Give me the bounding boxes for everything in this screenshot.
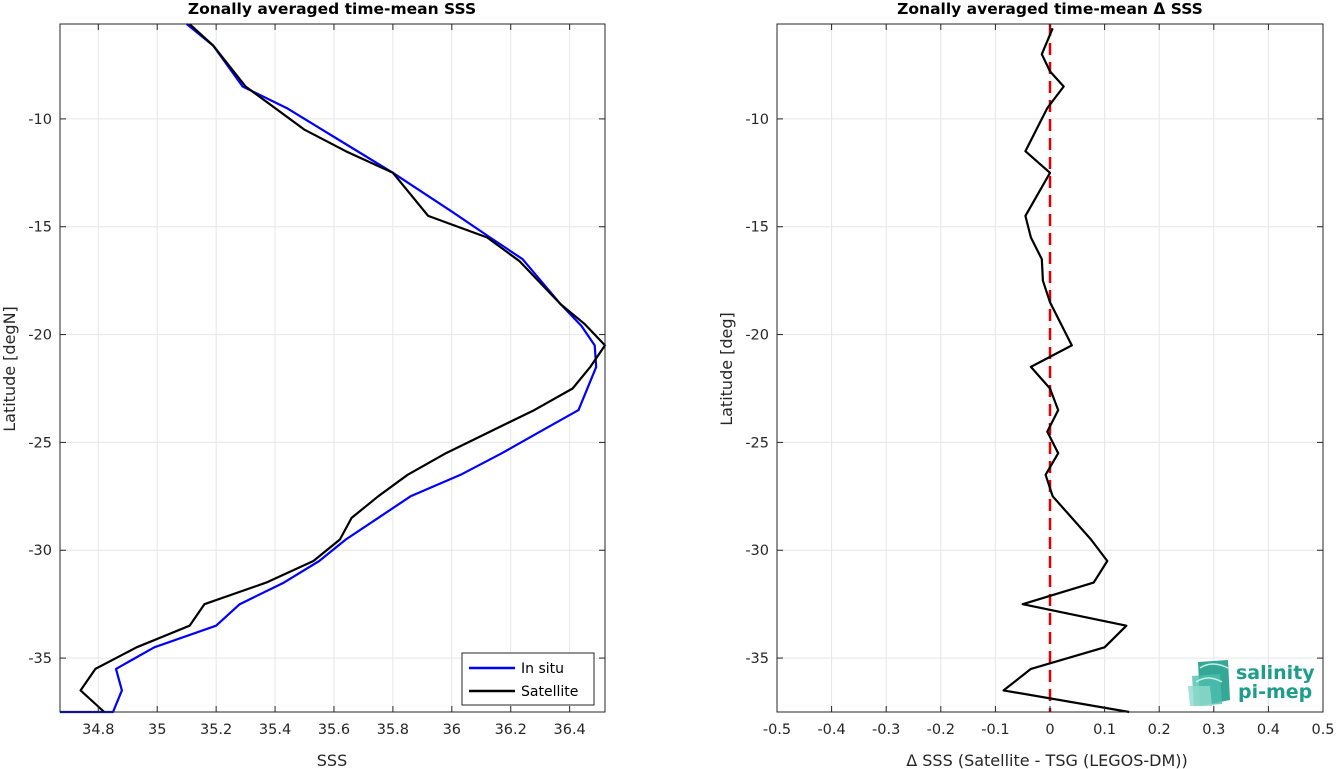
- sss-x-tick-label: 35.2: [200, 722, 232, 738]
- delta-sss-x-tick-label: 0: [1045, 722, 1054, 738]
- delta-sss-panel: -0.5 -0.4 -0.3 -0.2 -0.1 0 0.1 0.2 0.3 0.4 0.5 -10 -…: [717, 0, 1335, 769]
- logo-text-salinity: salinity: [1236, 662, 1315, 684]
- sss-x-tick-label: 35: [148, 722, 166, 738]
- sss-x-tick-label: 34.8: [82, 722, 114, 738]
- sss-series-in-situ: [60, 23, 598, 714]
- delta-sss-x-tick-label: -0.5: [763, 722, 791, 738]
- delta-sss-y-axis-label: Latitude [deg]: [717, 312, 736, 426]
- delta-sss-y-tick-label: -10: [745, 112, 769, 128]
- delta-sss-series-delta: [1002, 27, 1130, 714]
- delta-sss-y-tick-label: -20: [745, 328, 769, 344]
- delta-sss-y-tick-label: -25: [745, 435, 769, 451]
- sss-x-tick-label: 36.2: [495, 722, 527, 738]
- delta-sss-y-tick-label: -15: [745, 220, 769, 236]
- delta-sss-chart-title: Zonally averaged time-mean Δ SSS: [897, 0, 1203, 18]
- sss-y-tick-label: -15: [28, 220, 52, 236]
- sss-panel: 34.8 35 35.2 35.4 35.6 35.8 36 36.2 36.4 -10 -15 -2…: [0, 0, 607, 769]
- delta-sss-x-tick-label: -0.3: [872, 722, 900, 738]
- sss-x-tick-label: 35.4: [259, 722, 291, 738]
- delta-sss-x-tick-label: -0.2: [927, 722, 955, 738]
- sss-axes-box: [59, 23, 606, 713]
- sss-y-tick-label: -10: [28, 112, 52, 128]
- sss-series-satellite: [79, 23, 607, 713]
- delta-sss-x-tick-label: 0.5: [1311, 722, 1334, 738]
- delta-sss-y-tick-label: -35: [745, 651, 769, 667]
- legend: In situ Satellite: [461, 652, 595, 706]
- legend-label-satellite: Satellite: [521, 684, 578, 700]
- sss-y-axis-label: Latitude [degN]: [0, 306, 19, 432]
- sss-x-tick-label: 36: [443, 722, 461, 738]
- delta-sss-y-tick-label: -30: [745, 543, 769, 559]
- delta-sss-x-tick-label: -0.1: [981, 722, 1009, 738]
- sss-plot-area: [60, 24, 605, 712]
- sss-y-tick-label: -25: [28, 435, 52, 451]
- sss-chart-title: Zonally averaged time-mean SSS: [188, 0, 476, 18]
- legend-label-in-situ: In situ: [521, 661, 564, 677]
- delta-sss-x-tick-label: 0.3: [1202, 722, 1225, 738]
- logo-text-pi-mep: pi-mep: [1238, 681, 1312, 703]
- legend-box: [461, 652, 595, 706]
- sss-x-tick-label: 36.4: [554, 722, 586, 738]
- sss-x-axis-label: SSS: [317, 751, 347, 769]
- sss-y-tick-label: -35: [28, 651, 52, 667]
- delta-sss-x-axis-label: Δ SSS (Satellite - TSG (LEGOS-DM)): [906, 751, 1188, 769]
- delta-sss-x-tick-label: 0.2: [1148, 722, 1171, 738]
- delta-sss-x-tick-label: 0.1: [1093, 722, 1116, 738]
- delta-sss-x-tick-label: -0.4: [817, 722, 845, 738]
- sss-x-tick-label: 35.8: [377, 722, 409, 738]
- sss-y-tick-label: -20: [28, 328, 52, 344]
- delta-sss-x-tick-label: 0.4: [1257, 722, 1280, 738]
- sss-y-tick-label: -30: [28, 543, 52, 559]
- salinity-pi-mep-logo: salinity pi-mep: [1188, 660, 1315, 706]
- waves-logo-icon: [1188, 660, 1230, 706]
- sss-x-tick-label: 35.6: [318, 722, 350, 738]
